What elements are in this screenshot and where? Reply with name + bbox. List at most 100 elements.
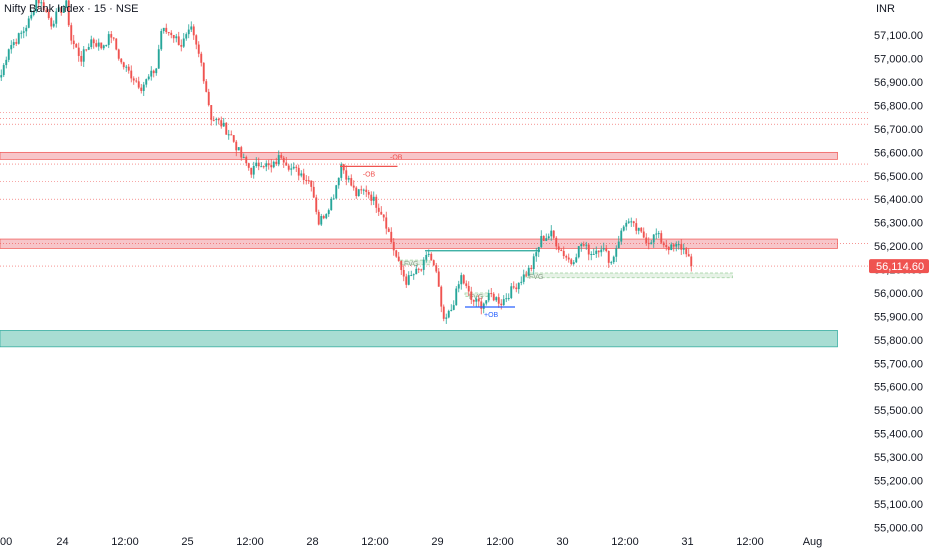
candle-body[interactable]	[157, 49, 160, 69]
candle-body[interactable]	[55, 11, 58, 24]
candle-body[interactable]	[610, 262, 613, 264]
candle-body[interactable]	[210, 105, 213, 120]
candle-body[interactable]	[322, 216, 325, 219]
candle-body[interactable]	[607, 250, 610, 263]
candle-body[interactable]	[297, 167, 300, 176]
candle-body[interactable]	[392, 241, 395, 251]
candle-body[interactable]	[472, 299, 475, 302]
candle-body[interactable]	[140, 87, 143, 91]
candle-body[interactable]	[15, 42, 18, 44]
candle-body[interactable]	[227, 134, 230, 136]
candle-body[interactable]	[82, 49, 85, 62]
candle-body[interactable]	[240, 147, 243, 158]
candle-body[interactable]	[597, 250, 600, 253]
candle-body[interactable]	[512, 286, 515, 288]
candle-body[interactable]	[135, 80, 138, 82]
candle-body[interactable]	[470, 291, 473, 300]
candle-body[interactable]	[25, 27, 28, 32]
candle-body[interactable]	[605, 248, 608, 251]
candle-body[interactable]	[645, 237, 648, 243]
candle-body[interactable]	[415, 268, 418, 275]
candle-body[interactable]	[12, 42, 15, 46]
candle-body[interactable]	[7, 49, 10, 60]
candle-body[interactable]	[530, 267, 533, 269]
candle-body[interactable]	[587, 244, 590, 255]
candle-body[interactable]	[477, 298, 480, 302]
candle-body[interactable]	[687, 254, 690, 257]
candle-body[interactable]	[117, 49, 120, 59]
candle-body[interactable]	[432, 260, 435, 266]
candle-body[interactable]	[550, 230, 553, 237]
candle-body[interactable]	[430, 253, 433, 261]
candle-body[interactable]	[280, 155, 283, 158]
candle-body[interactable]	[97, 42, 100, 47]
candle-body[interactable]	[187, 29, 190, 35]
candle-body[interactable]	[107, 34, 110, 45]
candle-body[interactable]	[355, 187, 358, 197]
candle-body[interactable]	[425, 254, 428, 260]
candle-body[interactable]	[262, 166, 265, 168]
candle-body[interactable]	[542, 235, 545, 241]
candle-body[interactable]	[482, 303, 485, 309]
candle-body[interactable]	[502, 299, 505, 306]
candle-body[interactable]	[252, 165, 255, 175]
candle-body[interactable]	[492, 293, 495, 301]
candle-body[interactable]	[287, 165, 290, 170]
candle-body[interactable]	[132, 78, 135, 81]
candle-body[interactable]	[317, 211, 320, 225]
candle-body[interactable]	[170, 32, 173, 36]
candle-body[interactable]	[215, 118, 218, 120]
candle-body[interactable]	[10, 45, 13, 50]
candle-body[interactable]	[115, 38, 118, 50]
candle-body[interactable]	[110, 34, 113, 38]
candle-body[interactable]	[505, 298, 508, 300]
candle-body[interactable]	[637, 227, 640, 231]
candle-body[interactable]	[515, 287, 518, 290]
candle-body[interactable]	[435, 265, 438, 272]
candle-body[interactable]	[685, 248, 688, 255]
candle-body[interactable]	[662, 242, 665, 246]
candle-body[interactable]	[185, 34, 188, 39]
candle-body[interactable]	[390, 231, 393, 242]
candle-body[interactable]	[657, 233, 660, 235]
candle-body[interactable]	[160, 31, 163, 50]
candle-body[interactable]	[460, 275, 463, 285]
candle-body[interactable]	[80, 55, 83, 62]
candle-body[interactable]	[290, 168, 293, 170]
candle-body[interactable]	[682, 248, 685, 250]
candle-body[interactable]	[350, 178, 353, 186]
candle-body[interactable]	[352, 185, 355, 188]
candle-body[interactable]	[137, 81, 140, 88]
candle-body[interactable]	[577, 246, 580, 258]
candle-body[interactable]	[340, 164, 343, 178]
candle-body[interactable]	[310, 180, 313, 187]
candle-body[interactable]	[407, 275, 410, 285]
candle-body[interactable]	[575, 257, 578, 263]
candle-body[interactable]	[510, 286, 513, 299]
candle-body[interactable]	[122, 62, 125, 68]
candle-body[interactable]	[672, 244, 675, 247]
candle-body[interactable]	[257, 162, 260, 167]
candle-body[interactable]	[367, 192, 370, 195]
candle-body[interactable]	[342, 164, 345, 171]
candle-body[interactable]	[30, 14, 33, 19]
candle-body[interactable]	[485, 300, 488, 304]
candle-body[interactable]	[90, 39, 93, 48]
candle-body[interactable]	[680, 244, 683, 250]
candle-body[interactable]	[635, 223, 638, 231]
candle-body[interactable]	[127, 66, 130, 71]
candle-body[interactable]	[112, 37, 115, 39]
candle-body[interactable]	[397, 256, 400, 262]
candle-body[interactable]	[92, 39, 95, 44]
candle-body[interactable]	[525, 274, 528, 276]
candle-body[interactable]	[172, 35, 175, 39]
candle-body[interactable]	[50, 18, 53, 27]
candle-body[interactable]	[615, 248, 618, 257]
candle-body[interactable]	[475, 298, 478, 302]
candle-body[interactable]	[180, 45, 183, 47]
candle-body[interactable]	[65, 0, 68, 8]
candle-body[interactable]	[42, 2, 45, 11]
candle-body[interactable]	[690, 256, 693, 267]
candle-body[interactable]	[370, 194, 373, 201]
candle-body[interactable]	[647, 242, 650, 245]
